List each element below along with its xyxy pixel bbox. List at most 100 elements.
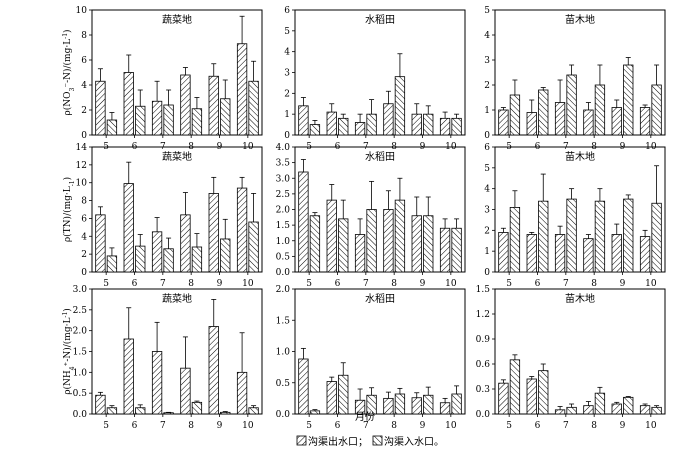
x-tick-label: 8 [591, 279, 597, 289]
y-axis-label: ρ(TN)/(mg·L-1) [62, 177, 76, 242]
bar [623, 64, 634, 136]
bar [309, 215, 321, 273]
y-tick-label: 1.5 [476, 285, 491, 295]
y-tick-label: 1 [484, 247, 490, 257]
y-tick-label: 12 [76, 161, 87, 171]
legend-label-inlet: 沟渠入水口。 [384, 435, 444, 448]
plot-frame [494, 288, 666, 415]
panel-title: 蔬菜地 [162, 292, 192, 305]
x-tick-label: 6 [132, 421, 138, 431]
chart-panel-nh4-veg: 0.0 0.5 1.0 1.5 2.0 2.5 3.0 蔬菜地 ρ(NH4⁺-N)/(mg·L-… [62, 285, 263, 431]
bar [236, 43, 248, 136]
bar [298, 171, 309, 273]
y-tick-label: 0 [81, 131, 87, 141]
bar [439, 227, 451, 273]
x-tick-label: 7 [563, 421, 569, 431]
x-axis-title: 月份 [355, 411, 375, 423]
y-tick-label: 6 [81, 214, 87, 224]
plot-frame [294, 146, 466, 273]
x-tick-label: 8 [188, 421, 194, 431]
bar [411, 397, 422, 415]
bar [451, 117, 462, 136]
legend-swatch-inlet [372, 435, 383, 446]
bar [354, 234, 366, 273]
x-tick-label: 9 [620, 279, 626, 289]
bar [338, 117, 349, 136]
y-tick-label: 1.5 [276, 316, 291, 326]
bar [135, 245, 146, 273]
bar [498, 232, 509, 273]
x-tick-label: 7 [363, 421, 369, 431]
y-tick-label: 5 [484, 6, 490, 16]
x-tick-label: 9 [217, 421, 223, 431]
panel-title: 苗木地 [565, 150, 595, 163]
y-tick-label: 4 [284, 48, 290, 58]
bar [651, 406, 662, 415]
x-tick-label: 7 [563, 279, 569, 289]
y-axis-label: ρ(NO3⁻-N)/(mg·L-1) [62, 29, 76, 115]
bar [220, 411, 231, 415]
x-tick-label: 10 [645, 279, 657, 289]
bar [554, 234, 566, 273]
bar [583, 238, 594, 273]
bar [439, 117, 451, 136]
plot-frame [91, 9, 263, 136]
bar [191, 108, 203, 136]
y-tick-label: 1.5 [276, 221, 291, 231]
y-tick-label: 3 [484, 56, 490, 66]
bar [538, 200, 549, 273]
y-tick-label: 4.0 [276, 143, 291, 153]
plot-frame [494, 146, 666, 273]
bar [526, 112, 537, 136]
y-tick-label: 2.0 [73, 327, 88, 337]
y-tick-label: 2 [484, 226, 490, 236]
y-tick-label: 6 [284, 6, 290, 16]
y-tick-label: 1.0 [276, 237, 291, 247]
y-tick-label: 6 [484, 143, 490, 153]
x-tick-label: 6 [335, 279, 341, 289]
y-tick-label: 4 [484, 31, 490, 41]
plot-frame [91, 146, 263, 273]
bar [208, 193, 219, 273]
bar [298, 105, 309, 136]
bar [220, 98, 231, 136]
bar [191, 401, 203, 415]
x-tick-label: 5 [306, 279, 312, 289]
x-tick-label: 7 [363, 279, 369, 289]
y-tick-label: 14 [76, 143, 88, 153]
bar [95, 394, 106, 415]
bar [594, 84, 606, 136]
x-tick-label: 10 [445, 279, 457, 289]
y-tick-label: 2 [81, 106, 87, 116]
panel-title: 水稻田 [365, 151, 395, 163]
y-tick-label: 4 [484, 185, 490, 195]
bar [236, 371, 248, 415]
bar [623, 198, 634, 273]
panel-title: 苗木地 [565, 292, 595, 305]
bar [163, 412, 174, 415]
y-tick-label: 2.5 [73, 306, 88, 316]
bar [423, 215, 434, 273]
x-tick-label: 9 [620, 421, 626, 431]
y-tick-label: 2 [284, 89, 290, 99]
x-tick-label: 10 [242, 279, 254, 289]
x-tick-label: 10 [445, 421, 457, 431]
bar [639, 107, 651, 136]
y-tick-label: 10 [76, 6, 88, 16]
y-tick-label: 0.0 [276, 268, 291, 278]
bar [106, 255, 118, 273]
bar [95, 80, 106, 136]
bar [394, 393, 406, 415]
y-tick-label: 0 [81, 268, 87, 278]
bar [180, 214, 191, 273]
bar [611, 403, 622, 415]
x-tick-label: 7 [160, 279, 166, 289]
y-tick-label: 0.6 [476, 360, 491, 370]
x-tick-label: 6 [335, 421, 341, 431]
bar [135, 105, 146, 136]
bar [423, 113, 434, 136]
panel-title: 水稻田 [365, 293, 395, 305]
bar [554, 102, 566, 136]
